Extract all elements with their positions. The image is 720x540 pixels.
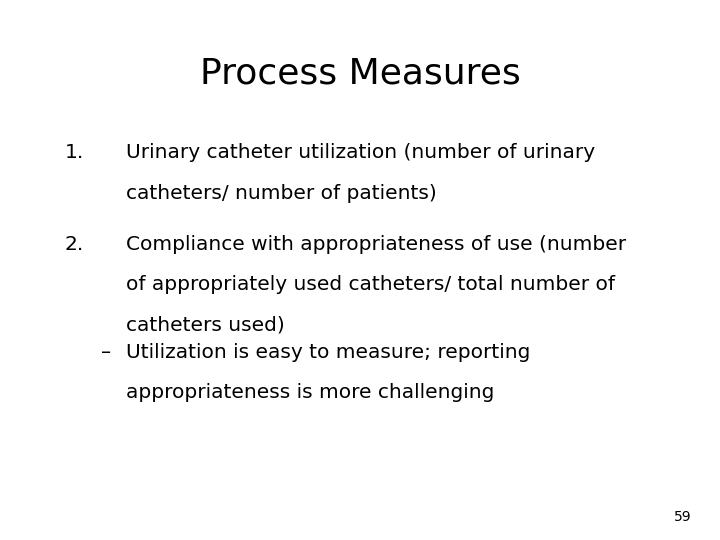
Text: Compliance with appropriateness of use (number: Compliance with appropriateness of use (… — [126, 235, 626, 254]
Text: 1.: 1. — [65, 143, 84, 162]
Text: Urinary catheter utilization (number of urinary: Urinary catheter utilization (number of … — [126, 143, 595, 162]
Text: Process Measures: Process Measures — [199, 57, 521, 91]
Text: catheters used): catheters used) — [126, 316, 284, 335]
Text: appropriateness is more challenging: appropriateness is more challenging — [126, 383, 495, 402]
Text: catheters/ number of patients): catheters/ number of patients) — [126, 184, 437, 202]
Text: 2.: 2. — [65, 235, 84, 254]
Text: 59: 59 — [674, 510, 691, 524]
Text: of appropriately used catheters/ total number of: of appropriately used catheters/ total n… — [126, 275, 615, 294]
Text: Utilization is easy to measure; reporting: Utilization is easy to measure; reportin… — [126, 343, 531, 362]
Text: –: – — [101, 343, 111, 362]
